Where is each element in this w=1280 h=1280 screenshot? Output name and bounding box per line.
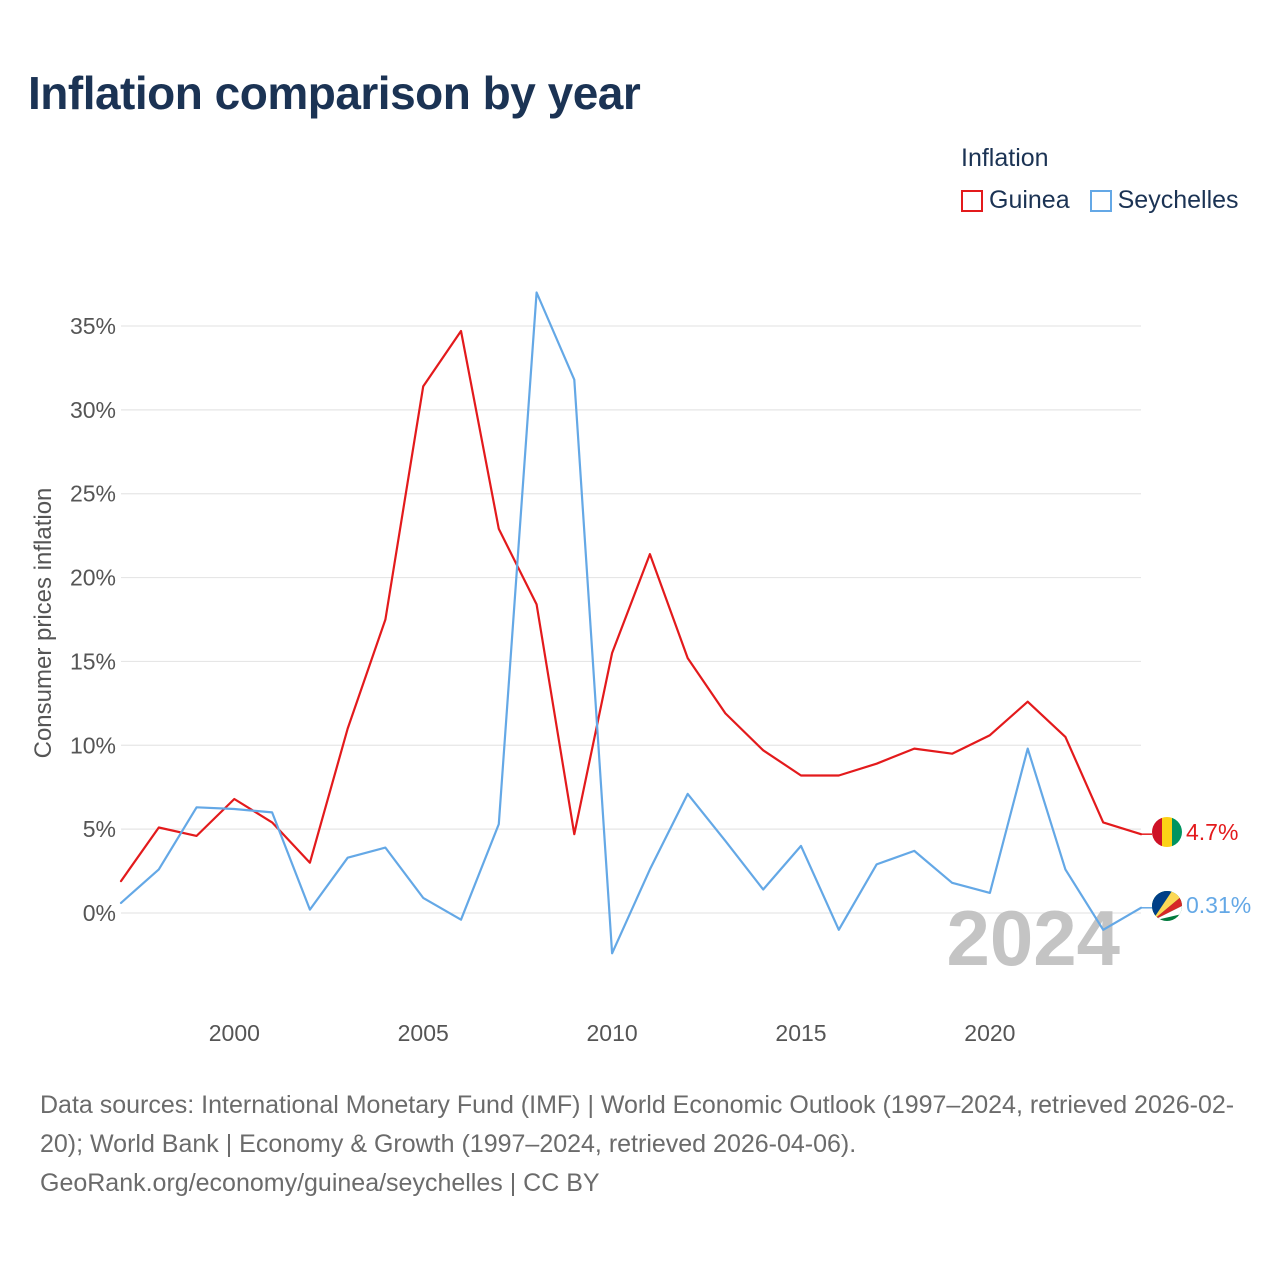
seychelles-flag-icon [1152,891,1182,921]
y-tick-label: 25% [70,481,116,507]
y-tick-label: 20% [70,565,116,591]
legend-swatch-guinea [961,189,983,212]
guinea-flag-icon [1152,817,1182,847]
legend-item-seychelles[interactable]: Seychelles [1089,186,1239,215]
legend-item-guinea[interactable]: Guinea [961,186,1070,215]
y-tick-label: 5% [83,816,116,842]
y-tick-label: 30% [70,397,116,423]
legend-label-seychelles: Seychelles [1117,186,1239,214]
series-line-guinea[interactable] [119,329,1143,883]
line-chart: 0%5%10%15%20%25%30%35% 2000 2005 2010 2015 2… [30,291,1251,1046]
y-tick-label: 10% [70,732,116,758]
footer: Data sources: International Monetary Fun… [40,1086,1250,1203]
y-tick-label: 35% [70,313,116,339]
chart-title: Inflation comparison by year [28,67,641,119]
x-tick-label: 2020 [964,1020,1015,1046]
y-axis-ticks: 0% 5% 10% 15% 20% 25% 30% 35% [70,313,116,926]
flag-markers [1152,817,1182,921]
y-tick-label: 15% [70,648,116,674]
legend: Guinea Seychelles [961,186,1259,215]
x-tick-label: 2000 [209,1020,260,1046]
series-line-seychelles[interactable] [119,291,1143,955]
data-sources-text: Data sources: International Monetary Fun… [40,1091,1235,1158]
source-link[interactable]: GeoRank.org/economy/guinea/seychelles | … [40,1169,600,1197]
x-tick-label: 2005 [398,1020,449,1046]
legend-label-guinea: Guinea [989,186,1070,214]
end-value-label-seychelles: 0.31% [1186,892,1251,918]
y-tick-label: 0% [83,900,116,926]
x-axis-ticks: 2000 2005 2010 2015 2020 [209,1020,1016,1046]
x-tick-label: 2015 [775,1020,826,1046]
current-year-label: 2024 [946,894,1120,982]
series-lines [119,291,1152,955]
end-value-label-guinea: 4.7% [1186,819,1238,845]
y-axis-label: Consumer prices inflation [30,488,57,759]
legend-swatch-seychelles [1089,189,1112,212]
legend-title: Inflation [961,144,1049,172]
x-tick-label: 2010 [587,1020,638,1046]
